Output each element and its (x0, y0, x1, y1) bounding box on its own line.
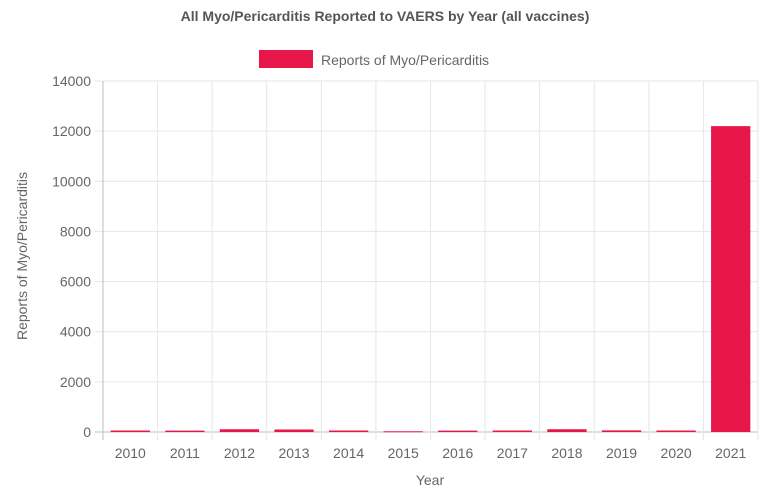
chart-title: All Myo/Pericarditis Reported to VAERS b… (181, 8, 590, 24)
x-tick-label: 2021 (715, 445, 746, 461)
bar-2013[interactable] (274, 429, 314, 432)
x-tick-label: 2012 (224, 445, 255, 461)
bar-2021[interactable] (711, 126, 751, 432)
y-tick-label: 12000 (52, 123, 91, 139)
y-tick-label: 8000 (60, 223, 91, 239)
x-tick-label: 2013 (278, 445, 309, 461)
bar-2011[interactable] (165, 430, 205, 432)
bar-2019[interactable] (601, 430, 642, 432)
grid (95, 80, 759, 440)
legend[interactable]: Reports of Myo/Pericarditis (259, 50, 489, 68)
y-axis-ticks: 0 2000 4000 6000 8000 10000 12000 14000 (52, 73, 91, 440)
y-tick-label: 10000 (52, 173, 91, 189)
y-tick-label: 6000 (60, 274, 91, 290)
bars (110, 126, 751, 433)
y-tick-label: 0 (83, 424, 91, 440)
x-tick-label: 2016 (442, 445, 473, 461)
bar-2017[interactable] (492, 430, 533, 432)
x-axis-title: Year (416, 472, 445, 488)
bar-2014[interactable] (328, 430, 369, 432)
x-tick-label: 2017 (497, 445, 528, 461)
y-tick-label: 14000 (52, 73, 91, 89)
legend-label: Reports of Myo/Pericarditis (321, 52, 489, 68)
bar-2016[interactable] (438, 430, 478, 432)
x-tick-label: 2014 (333, 445, 364, 461)
bar-2020[interactable] (656, 430, 696, 432)
x-axis-ticks: 2010 2011 2012 2013 2014 2015 2016 2017 2018 2019… (115, 445, 747, 461)
bar-2018[interactable] (547, 429, 587, 432)
x-tick-label: 2018 (551, 445, 582, 461)
y-axis-title: Reports of Myo/Pericarditis (14, 172, 30, 340)
x-tick-label: 2019 (606, 445, 637, 461)
x-tick-label: 2015 (388, 445, 419, 461)
x-tick-label: 2010 (115, 445, 146, 461)
y-tick-label: 4000 (60, 324, 91, 340)
legend-swatch (259, 50, 313, 68)
x-tick-label: 2011 (170, 445, 200, 461)
bar-2010[interactable] (110, 430, 150, 432)
y-tick-label: 2000 (60, 374, 91, 390)
bar-2012[interactable] (219, 429, 260, 432)
bar-2015[interactable] (383, 431, 423, 433)
x-tick-label: 2020 (661, 445, 692, 461)
